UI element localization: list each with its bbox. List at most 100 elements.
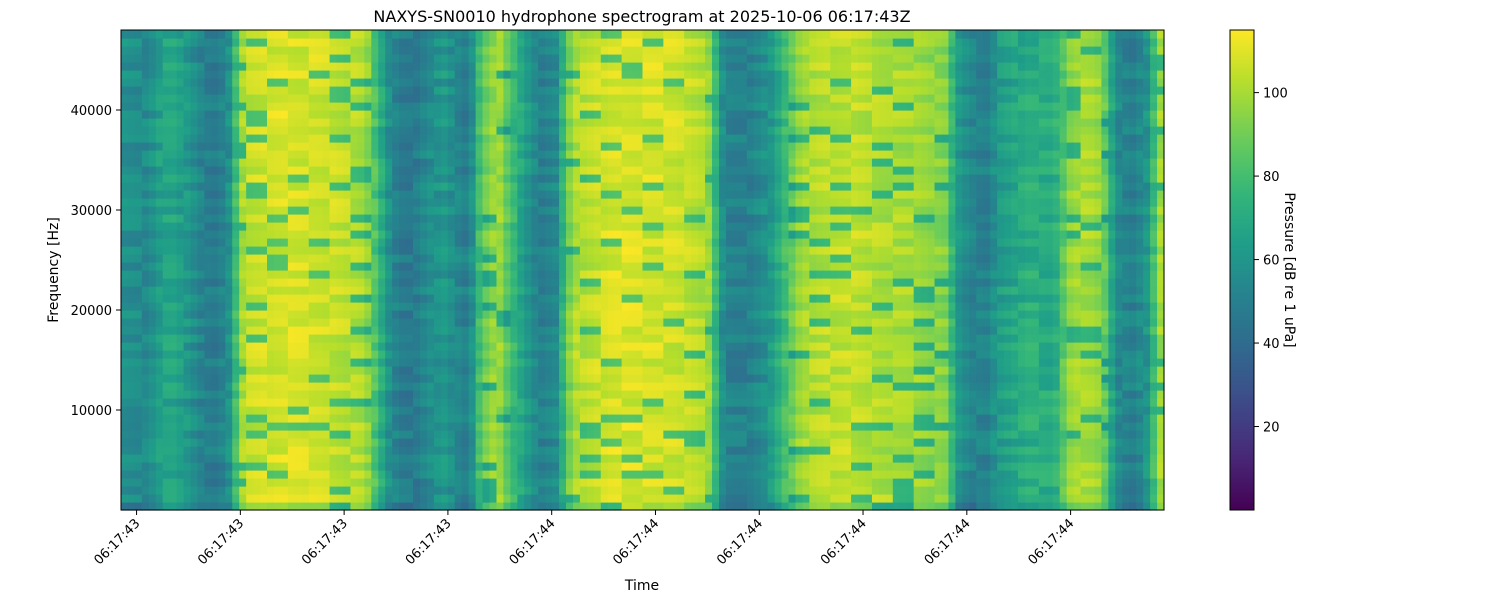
heatmap-cell [524,454,532,463]
heatmap-cell [308,70,317,79]
heatmap-cell [433,478,442,487]
heatmap-cell [538,70,546,79]
heatmap-cell [433,494,442,503]
heatmap-cell [287,302,296,311]
heatmap-cell [287,46,296,55]
heatmap-cell [169,430,178,439]
heatmap-cell [482,270,491,279]
heatmap-cell [496,382,505,391]
heatmap-cell [656,478,664,487]
heatmap-cell [559,422,567,431]
heatmap-cell [600,102,609,111]
heatmap-cell [614,150,623,159]
heatmap-cell [127,438,136,447]
heatmap-cell [440,110,449,119]
heatmap-cell [406,238,414,247]
heatmap-cell [134,190,143,199]
heatmap-cell [614,246,623,255]
heatmap-cell [308,398,317,407]
heatmap-cell [287,94,296,103]
heatmap-cell [635,438,644,447]
heatmap-cell [426,390,435,399]
heatmap-cell [225,350,233,359]
heatmap-cell [656,374,664,383]
heatmap-cell [218,470,226,479]
heatmap-cell [190,262,199,271]
heatmap-cell [566,462,574,471]
heatmap-cell [538,462,546,471]
heatmap-cell [343,78,352,87]
heatmap-cell [392,78,400,87]
heatmap-cell [461,382,470,391]
heatmap-cell [322,214,331,223]
heatmap-cell [315,438,324,447]
heatmap-cell [670,302,678,311]
heatmap-cell [475,158,484,167]
heatmap-cell [322,486,331,495]
heatmap-cell [635,70,644,79]
heatmap-cell [684,302,692,311]
heatmap-cell [489,286,498,295]
heatmap-cell [336,422,345,431]
heatmap-cell [524,270,532,279]
heatmap-cell [267,470,275,479]
heatmap-cell [392,38,400,47]
heatmap-cell [190,350,199,359]
heatmap-cell [273,382,282,391]
heatmap-cell [559,78,567,87]
heatmap-cell [308,54,317,63]
heatmap-cell [406,110,414,119]
heatmap-cell [322,54,331,63]
heatmap-cell [273,462,282,471]
heatmap-cell [183,430,192,439]
heatmap-cell [127,390,136,399]
heatmap-cell [127,102,136,111]
heatmap-cell [684,342,692,351]
heatmap-cell [183,110,192,119]
heatmap-cell [503,158,511,167]
heatmap-cell [677,358,685,367]
heatmap-cell [559,478,567,487]
heatmap-cell [684,246,692,255]
heatmap-cell [524,318,532,327]
heatmap-cell [545,390,553,399]
heatmap-cell [357,406,365,415]
heatmap-cell [183,374,192,383]
heatmap-cell [440,286,449,295]
heatmap-cell [677,230,685,239]
heatmap-cell [419,262,428,271]
heatmap-cell [225,438,233,447]
heatmap-cell [287,478,296,487]
heatmap-cell [454,454,463,463]
heatmap-cell [586,46,595,55]
heatmap-cell [566,398,574,407]
heatmap-cell [579,286,588,295]
heatmap-cell [273,486,282,495]
heatmap-cell [413,414,421,423]
heatmap-cell [454,414,463,423]
heatmap-cell [385,286,393,295]
heatmap-cell [155,54,164,63]
heatmap-cell [350,46,359,55]
heatmap-cell [461,254,470,263]
heatmap-cell [218,286,226,295]
heatmap-cell [301,110,310,119]
heatmap-cell [308,390,317,399]
heatmap-cell [496,486,505,495]
heatmap-cell [461,190,470,199]
heatmap-cell [350,438,359,447]
heatmap-cell [579,470,588,479]
heatmap-cell [663,310,671,319]
heatmap-cell [218,78,226,87]
heatmap-cell [260,406,268,415]
heatmap-cell [322,494,331,503]
heatmap-cell [600,318,609,327]
heatmap-cell [176,54,185,63]
heatmap-cell [357,94,365,103]
heatmap-cell [656,214,664,223]
heatmap-cell [531,246,539,255]
heatmap-cell [482,150,491,159]
heatmap-cell [461,78,470,87]
heatmap-cell [559,118,567,127]
heatmap-cell [684,366,692,375]
